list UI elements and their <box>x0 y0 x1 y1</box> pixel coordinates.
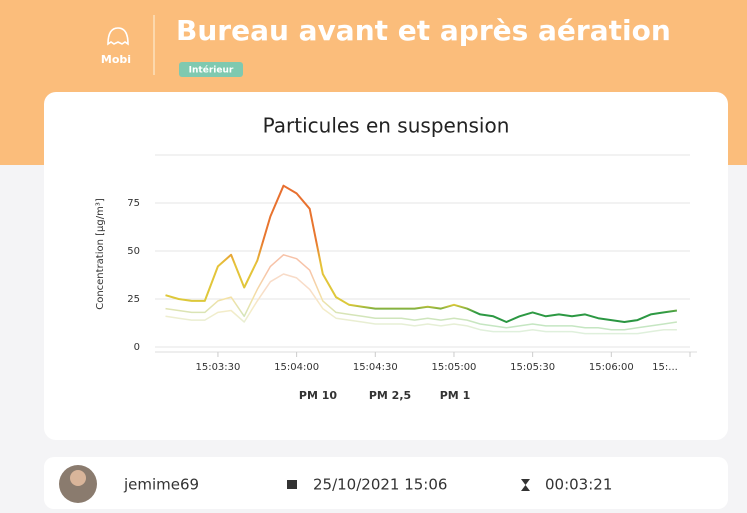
calendar-icon <box>287 480 297 489</box>
legend-item[interactable]: PM 2,5 <box>369 389 411 402</box>
ghost-icon <box>108 28 128 44</box>
y-tick-label: 75 <box>127 198 140 209</box>
x-tick-label: 15:05:00 <box>432 362 477 373</box>
page: Mobi Bureau avant et après aération Inté… <box>0 0 747 513</box>
app-name: Mobi <box>101 53 131 66</box>
y-axis-label: Concentration [µg/m³] <box>95 198 106 310</box>
user-name: jemime69 <box>123 476 199 494</box>
x-tick-label: 15:03:30 <box>195 362 240 373</box>
legend-item[interactable]: PM 1 <box>440 389 471 402</box>
date: 25/10/2021 15:06 <box>313 476 447 494</box>
x-tick-label: 15:04:30 <box>353 362 398 373</box>
hourglass-icon <box>521 479 530 491</box>
y-tick-label: 0 <box>134 342 140 353</box>
x-tick-label: 15:... <box>652 362 678 373</box>
x-tick-label: 15:05:30 <box>510 362 555 373</box>
series-line <box>166 186 677 322</box>
x-tick-label: 15:06:00 <box>589 362 634 373</box>
duration: 00:03:21 <box>545 476 612 494</box>
chart-title: Particules en suspension <box>263 114 510 138</box>
y-tick-label: 50 <box>127 246 140 257</box>
screen: Mobi Bureau avant et après aération Inté… <box>0 0 747 513</box>
avatar-face <box>70 470 86 486</box>
x-tick-label: 15:04:00 <box>274 362 319 373</box>
legend-item[interactable]: PM 10 <box>299 389 337 402</box>
y-tick-label: 25 <box>127 294 140 305</box>
page-title: Bureau avant et après aération <box>176 14 671 47</box>
badge: Intérieur <box>189 65 234 76</box>
app-logo[interactable]: Mobi <box>101 28 131 66</box>
